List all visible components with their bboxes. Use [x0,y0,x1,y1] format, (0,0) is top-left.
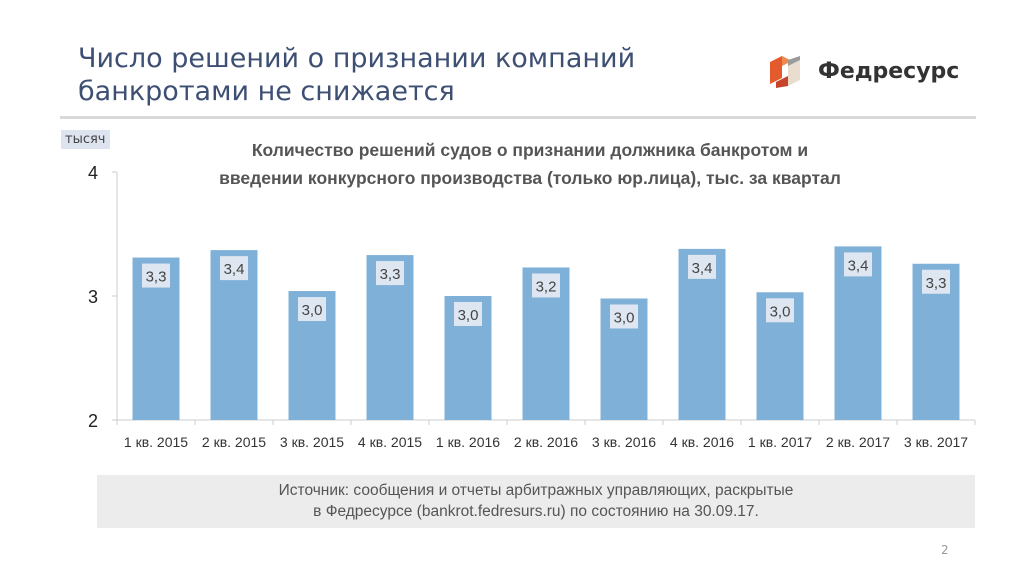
data-label-box [688,254,716,279]
x-tick-label: 2 кв. 2016 [514,434,578,450]
slide-title-line: Число решений о признании компаний [78,43,636,74]
title-divider [60,116,976,119]
data-label: 3,0 [614,309,635,326]
data-label-box [610,304,638,329]
data-label: 3,4 [224,261,245,278]
source-line: в Федресурсе (bankrot.fedresurs.ru) по с… [313,503,759,520]
source-line: Источник: сообщения и отчеты арбитражных… [278,482,794,499]
y-tick-label: 3 [88,287,98,307]
x-tick-label: 1 кв. 2017 [748,434,812,450]
data-label: 3,4 [692,260,713,277]
x-tick-label: 1 кв. 2016 [436,434,500,450]
data-label-box [922,269,950,294]
slide-title: Число решений о признании компаний банкр… [78,42,635,108]
chart-title: Количество решений судов о признании дол… [150,136,910,192]
x-tick-label: 1 кв. 2015 [124,434,188,450]
y-axis-unit-label: тысяч [61,130,110,149]
data-label-box [844,252,872,277]
data-label: 3,2 [536,278,557,295]
page-number: 2 [941,543,949,557]
data-label: 3,0 [458,307,479,324]
data-label: 3,3 [380,266,401,283]
y-tick-label: 2 [88,411,98,431]
x-tick-label: 3 кв. 2017 [904,434,968,450]
fedresurs-logo: Федресурс [766,52,959,90]
x-tick-label: 2 кв. 2015 [202,434,266,450]
data-label-box [220,256,248,281]
chart-title-line: Количество решений судов о признании дол… [251,140,809,160]
data-label-box [142,263,170,288]
x-tick-label: 3 кв. 2015 [280,434,344,450]
data-label: 3,4 [848,257,869,274]
chart-title-line: введении конкурсного производства (тольк… [219,168,841,188]
data-label: 3,0 [302,302,323,319]
x-tick-label: 2 кв. 2017 [826,434,890,450]
y-tick-label: 4 [88,163,98,183]
data-label: 3,0 [770,303,791,320]
data-label-box [298,297,326,322]
source-note: Источник: сообщения и отчеты арбитражных… [97,475,975,528]
x-tick-label: 3 кв. 2016 [592,434,656,450]
data-label-box [376,261,404,286]
x-tick-label: 4 кв. 2016 [670,434,734,450]
logo-text: Федресурс [818,58,960,84]
slide-title-line: банкротами не снижается [78,76,455,107]
data-label-box [454,302,482,326]
x-tick-label: 4 кв. 2015 [358,434,422,450]
data-label-box [532,273,560,298]
fedresurs-cube-icon [770,56,800,88]
data-label-box [766,298,794,323]
data-label: 3,3 [146,269,167,286]
data-label: 3,3 [926,275,947,292]
